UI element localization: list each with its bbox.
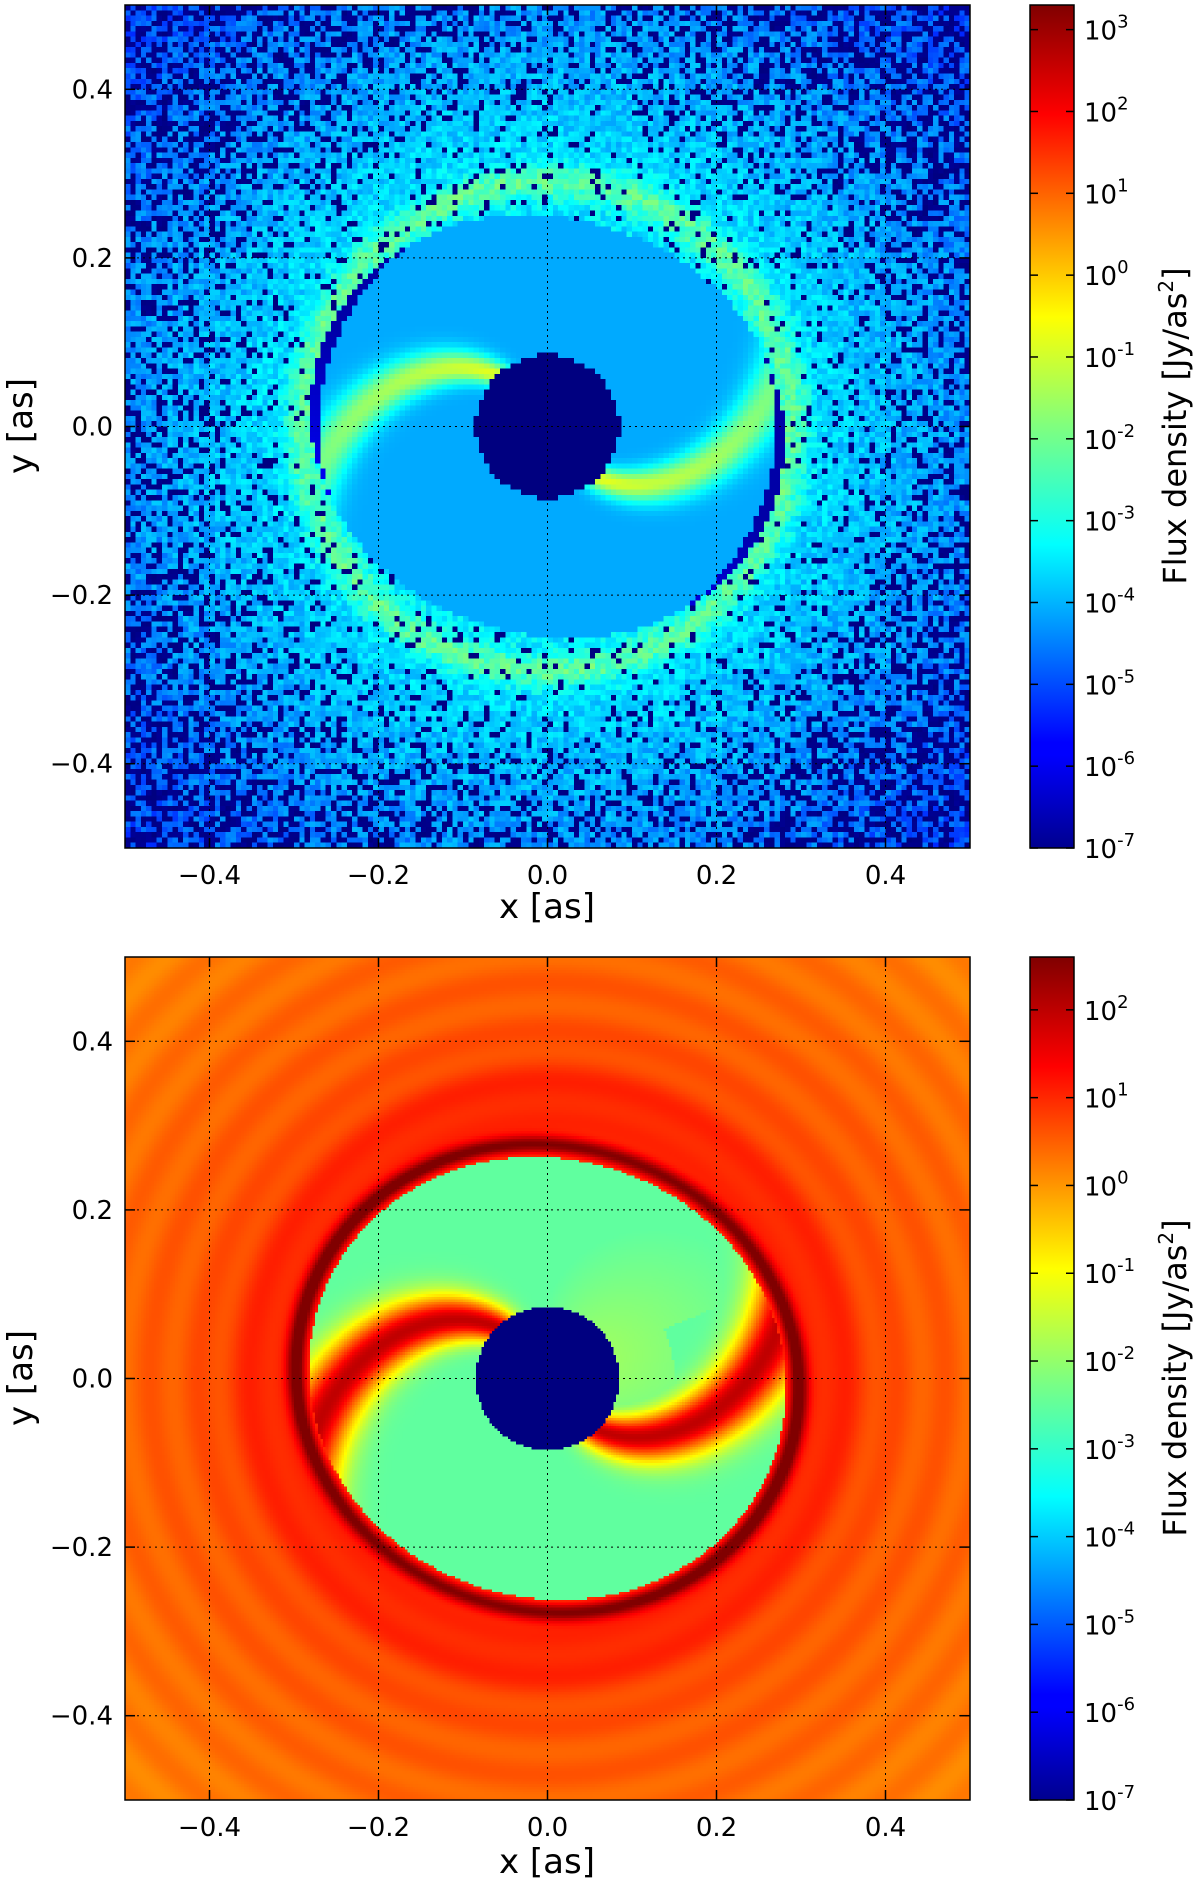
y-tick-label: −0.4: [50, 1702, 113, 1732]
x-tick-label: 0.2: [696, 861, 737, 891]
colorbar-tick-label: 10-5: [1084, 1606, 1135, 1641]
panel-top: −0.4 −0.2 0.0 0.2 0.4 −0.4 −0.2 0.0 0.2 0.4 x [a…: [1, 4, 1194, 927]
x-axis-label-bottom: x [as]: [499, 1842, 595, 1882]
colorbar-top: 10-7 10-6 10-5 10-4 10-3 10-2 10-1 100 101 102 103…: [1029, 4, 1194, 865]
y-ticks-bottom: −0.4 −0.2 0.0 0.2 0.4: [50, 1027, 970, 1732]
colorbar-tick-label: 10-3: [1084, 503, 1135, 538]
colorbar-tick-label: 10-7: [1084, 1782, 1135, 1817]
colorbar-label-top: Flux density [Jy/as2]: [1154, 267, 1194, 584]
y-tick-label: 0.4: [72, 75, 113, 105]
y-tick-label: 0.0: [72, 413, 113, 443]
colorbar-ticks-bottom: 10-7 10-6 10-5 10-4 10-3 10-2 10-1 100 101 102: [1030, 992, 1135, 1817]
y-tick-label: −0.2: [50, 581, 113, 611]
y-tick-label: 0.2: [72, 1196, 113, 1226]
y-axis-label-bottom: y [as]: [1, 1330, 41, 1426]
colorbar-label-bottom: Flux density [Jy/as2]: [1154, 1219, 1194, 1536]
x-axis-label-top: x [as]: [499, 887, 595, 927]
x-ticks-bottom: −0.4 −0.2 0.0 0.2 0.4: [178, 957, 906, 1843]
colorbar-tick-label: 10-4: [1084, 584, 1135, 619]
colorbar-tick-label: 101: [1084, 1080, 1129, 1115]
x-tick-label: −0.2: [347, 1813, 410, 1843]
colorbar-tick-label: 10-4: [1084, 1519, 1135, 1554]
colorbar-tick-label: 10-6: [1084, 1694, 1135, 1729]
colorbar-tick-label: 10-6: [1084, 748, 1135, 783]
colorbar-ticks-top: 10-7 10-6 10-5 10-4 10-3 10-2 10-1 100 101 102 103: [1030, 12, 1135, 865]
y-tick-label: 0.0: [72, 1365, 113, 1395]
colorbar-tick-label: 10-5: [1084, 666, 1135, 701]
y-tick-label: 0.2: [72, 244, 113, 274]
x-tick-label: 0.0: [527, 861, 568, 891]
colorbar-bar-top: [1029, 4, 1075, 849]
grid-bottom: [125, 957, 970, 1800]
colorbar-tick-label: 100: [1084, 1167, 1129, 1202]
colorbar-tick-label: 100: [1084, 257, 1129, 292]
x-tick-label: −0.4: [178, 1813, 241, 1843]
colorbar-tick-label: 102: [1084, 93, 1129, 128]
y-ticks-top: −0.4 −0.2 0.0 0.2 0.4: [50, 75, 970, 780]
y-tick-label: 0.4: [72, 1027, 113, 1057]
y-axis-label-top: y [as]: [1, 378, 41, 474]
y-tick-label: −0.2: [50, 1533, 113, 1563]
colorbar-tick-label: 102: [1084, 992, 1129, 1027]
colorbar-tick-label: 101: [1084, 175, 1129, 210]
colorbar-tick-label: 10-2: [1084, 421, 1135, 456]
colorbar-tick-label: 103: [1084, 12, 1129, 47]
panel-bottom: −0.4 −0.2 0.0 0.2 0.4 −0.4 −0.2 0.0 0.2 0.4 x [a…: [1, 956, 1194, 1882]
colorbar-tick-label: 10-7: [1084, 830, 1135, 865]
x-tick-label: 0.0: [527, 1813, 568, 1843]
x-tick-label: −0.2: [347, 861, 410, 891]
x-tick-label: 0.2: [696, 1813, 737, 1843]
colorbar-bar-bottom: [1029, 956, 1075, 1801]
x-tick-label: 0.4: [865, 861, 906, 891]
grid-top: [125, 5, 970, 848]
x-ticks-top: −0.4 −0.2 0.0 0.2 0.4: [178, 5, 906, 891]
x-tick-label: −0.4: [178, 861, 241, 891]
y-tick-label: −0.4: [50, 750, 113, 780]
colorbar-tick-label: 10-2: [1084, 1343, 1135, 1378]
colorbar-tick-label: 10-3: [1084, 1431, 1135, 1466]
colorbar-bottom: 10-7 10-6 10-5 10-4 10-3 10-2 10-1 100 101 102 Fl…: [1029, 956, 1194, 1817]
colorbar-tick-label: 10-1: [1084, 339, 1135, 374]
x-tick-label: 0.4: [865, 1813, 906, 1843]
colorbar-tick-label: 10-1: [1084, 1255, 1135, 1290]
